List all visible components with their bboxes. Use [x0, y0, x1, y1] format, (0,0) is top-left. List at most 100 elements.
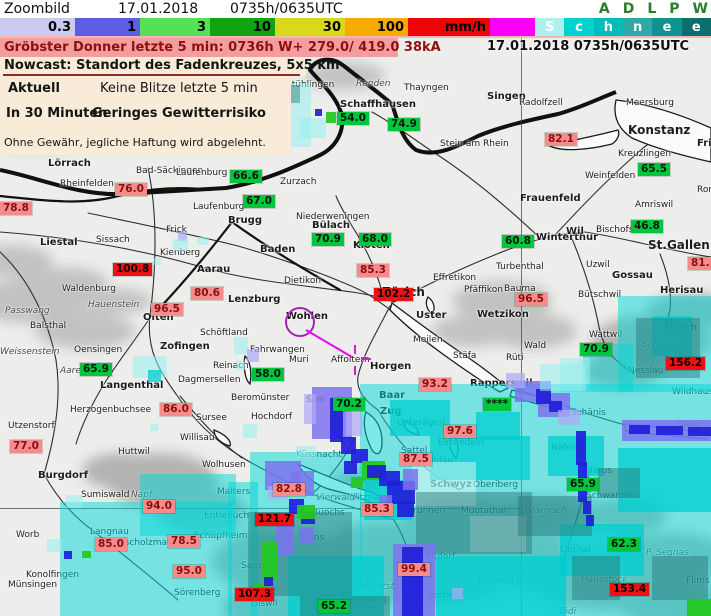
- precip-cell-td: [652, 556, 708, 600]
- crosshair-tick[interactable]: [354, 366, 356, 375]
- town-label: Sursee: [196, 413, 227, 423]
- town-label: Rüti: [506, 353, 524, 363]
- station-value-box: 96.5: [151, 303, 183, 316]
- town-label: Fried: [697, 138, 711, 149]
- precip-cell-p2: [178, 232, 187, 241]
- title-bar: Zoombild 17.01.2018 0735h/0635UTC: [0, 0, 711, 18]
- snow-legend-segment: e: [652, 18, 682, 36]
- precip-cell-bl: [629, 425, 650, 434]
- station-value-box: 66.6: [230, 170, 262, 183]
- station-value-box: 65.9: [567, 478, 599, 491]
- precip-cell-pu: [403, 469, 418, 490]
- precip-cell-c0: [296, 446, 316, 458]
- precip-cell-p2: [506, 373, 525, 388]
- town-label: Waldenburg: [62, 284, 116, 294]
- crosshair-tick[interactable]: [361, 358, 371, 360]
- precip-cell-bl: [576, 431, 586, 465]
- station-value-box: 70.9: [312, 233, 344, 246]
- town-label: Horgen: [370, 361, 412, 372]
- town-label: Sumiswald: [81, 490, 130, 500]
- station-value-box: 80.6: [191, 287, 223, 300]
- station-value-box: 77.0: [10, 440, 42, 453]
- town-label: Lenzburg: [228, 294, 281, 305]
- in30-value: Geringes Gewitterrisiko: [92, 106, 266, 121]
- precip-cell-p2: [452, 588, 463, 599]
- town-label: Frick: [166, 225, 187, 235]
- rain-legend-segment: 10: [210, 18, 275, 36]
- town-label: Konstanz: [628, 123, 691, 137]
- town-label: Meersburg: [626, 98, 674, 108]
- precip-cell-c0: [47, 539, 62, 552]
- rain-legend-segment: 3: [140, 18, 210, 36]
- station-value-box: 82.8: [273, 483, 305, 496]
- precip-cell-p2: [247, 349, 259, 362]
- precip-cell-bl: [397, 501, 414, 517]
- layer-button-d[interactable]: D: [622, 1, 635, 17]
- town-label: Frauenfeld: [520, 193, 581, 204]
- precip-cell-c0: [197, 237, 209, 245]
- precip-cell-c0: [153, 258, 161, 265]
- nowcast-panel: Aktuell Keine Blitze letzte 5 min In 30 …: [0, 76, 291, 155]
- layer-button-p[interactable]: P: [669, 1, 680, 17]
- town-label: Oensingen: [74, 345, 123, 355]
- layer-button-l[interactable]: L: [647, 1, 657, 17]
- thunder-alert-bar: Gröbster Donner letzte 5 min: 0736h W+ 2…: [0, 38, 441, 57]
- nowcast-underline: [3, 74, 300, 76]
- town-label: Dietikon: [284, 276, 322, 286]
- precip-cell-c0: [540, 364, 586, 391]
- precip-cell-c0: [173, 239, 188, 251]
- map-datetime-overlay: 17.01.2018 0735h/0635UTC: [487, 39, 690, 54]
- town-label: Baden: [260, 244, 296, 255]
- town-label: Kienberg: [160, 248, 201, 258]
- station-value-box: 65.9: [80, 363, 112, 376]
- rain-legend-segment: 0.3: [0, 18, 75, 36]
- snow-legend-segment: e: [681, 18, 711, 36]
- town-label: Bütschwil: [578, 290, 622, 300]
- town-label: Uster: [416, 310, 447, 321]
- rain-legend-segments: 0.3 1 3 10 30 100 mm/h: [0, 18, 535, 36]
- town-label: Wolhusen: [202, 460, 246, 470]
- town-label: Hauenstein: [88, 300, 140, 310]
- station-value-box: 74.9: [388, 118, 420, 131]
- station-value-box: 85.0: [95, 538, 127, 551]
- town-label: Wald: [524, 341, 547, 351]
- precip-cell-bl: [688, 427, 711, 436]
- precip-cell-c2: [436, 556, 566, 616]
- in30-label: In 30 Minuten: [6, 106, 108, 121]
- town-label: St.Gallen: [648, 238, 710, 252]
- town-label: Zurzach: [280, 177, 317, 187]
- station-value-box: 121.7: [255, 513, 295, 526]
- crosshair-tick[interactable]: [354, 345, 356, 354]
- town-label: Amriswil: [635, 200, 674, 210]
- town-label: Hochdorf: [251, 412, 293, 422]
- rain-legend-segment: [490, 18, 535, 36]
- town-label: Bülach: [312, 220, 350, 231]
- town-label: Beromünster: [231, 393, 290, 403]
- precip-cell-c0: [234, 337, 248, 354]
- town-label: Wetzikon: [477, 309, 529, 320]
- precip-cell-pu: [276, 517, 293, 555]
- town-label: Balsthal: [30, 321, 67, 331]
- town-label: Turbenthal: [496, 262, 544, 272]
- layer-button-a[interactable]: A: [598, 1, 610, 17]
- layer-button-w[interactable]: W: [692, 1, 708, 17]
- station-value-box: 107.3: [235, 588, 275, 601]
- rain-legend-segment: 1: [75, 18, 140, 36]
- town-label: Uzwil: [586, 260, 610, 270]
- precip-cell-wh: [412, 462, 476, 506]
- snow-legend-segment: S: [535, 18, 565, 36]
- town-label: Bauma: [504, 284, 536, 294]
- station-value-box: 67.0: [243, 195, 275, 208]
- station-value-box: 62.3: [608, 538, 640, 551]
- town-label: Stein am Rhein: [440, 139, 509, 149]
- precip-cell-bl: [536, 389, 551, 404]
- station-value-box: 85.3: [361, 503, 393, 516]
- station-value-box: 97.6: [444, 425, 476, 438]
- town-label: Muri: [289, 355, 309, 365]
- town-label: Pfäffikon: [464, 285, 503, 295]
- town-label: Rheinfelden: [60, 179, 114, 189]
- precip-cell-c0: [300, 118, 326, 138]
- aktuell-value: Keine Blitze letzte 5 min: [100, 81, 258, 96]
